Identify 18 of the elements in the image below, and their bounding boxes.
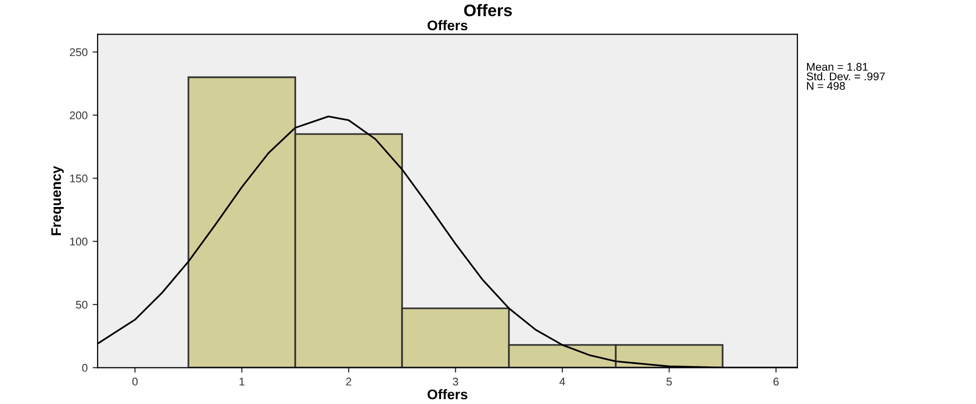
- y-tick-label: 100: [70, 238, 88, 246]
- y-tick-label: 0: [82, 364, 88, 372]
- y-tick-label: 50: [76, 300, 88, 309]
- text: Mean = 1.81 Std. Dev. = .997 N = 498: [806, 62, 885, 90]
- x-tick-label: 0: [132, 378, 138, 386]
- y-tick-label: 200: [70, 111, 88, 120]
- chart-subtitle: Offers: [428, 20, 468, 30]
- x-tick-label: 2: [346, 378, 352, 386]
- x-tick-label: 4: [560, 378, 566, 386]
- x-axis-title: Offers: [428, 389, 468, 400]
- x-tick-label: 6: [774, 378, 779, 386]
- y-tick-label: 150: [70, 174, 88, 182]
- x-tick-label: 5: [666, 378, 672, 386]
- chart-title: Offers: [464, 4, 512, 16]
- x-tick-label: 1: [240, 378, 244, 386]
- y-tick-label: 250: [70, 48, 88, 56]
- y-axis-title: Frequency: [51, 166, 64, 236]
- x-tick-label: 3: [452, 378, 458, 386]
